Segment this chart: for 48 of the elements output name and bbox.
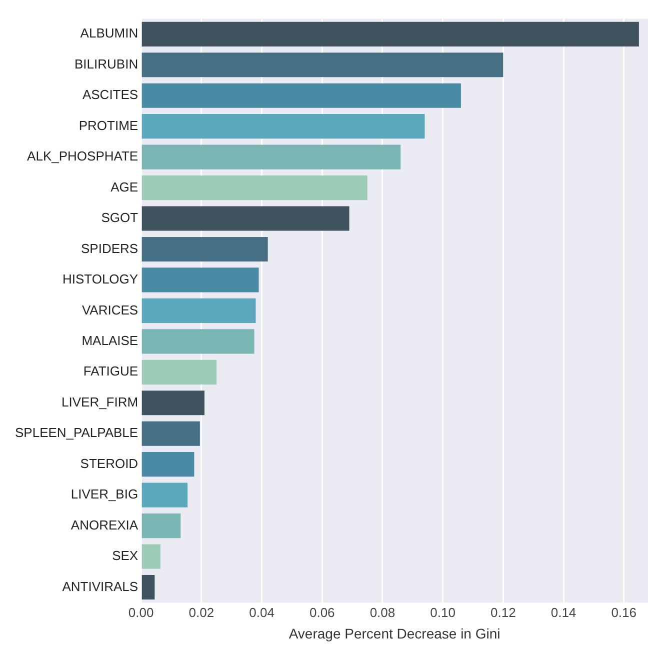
- bar: [142, 574, 155, 600]
- bar: [142, 298, 256, 323]
- x-tick-label: 0.14: [550, 604, 576, 620]
- bar: [142, 513, 181, 538]
- y-tick-label: ALBUMIN: [80, 26, 138, 41]
- y-tick-label: SPLEEN_PALPABLE: [14, 425, 138, 440]
- bar: [142, 114, 425, 139]
- bar: [142, 329, 254, 354]
- y-tick-label: ANOREXIA: [70, 517, 138, 532]
- bar: [142, 236, 268, 262]
- bar: [142, 421, 200, 446]
- bar: [142, 206, 350, 231]
- x-tick-label: 0.06: [309, 604, 335, 620]
- x-tick-label: 0.00: [128, 604, 154, 620]
- y-tick-label: MALAISE: [82, 333, 138, 348]
- bar: [142, 176, 368, 200]
- y-tick-label: PROTIME: [78, 118, 138, 133]
- y-tick-label: ASCITES: [82, 87, 138, 102]
- y-tick-label: SPIDERS: [81, 240, 138, 256]
- y-tick-label: AGE: [110, 179, 138, 194]
- y-tick-label: ANTIVIRALS: [62, 578, 138, 594]
- y-tick-label: SGOT: [101, 210, 138, 226]
- x-axis-title: Average Percent Decrease in Gini: [288, 625, 500, 642]
- y-tick-label: VARICES: [82, 302, 138, 318]
- bar: [142, 52, 504, 78]
- y-tick-label: FATIGUE: [83, 364, 138, 379]
- bar: [142, 544, 160, 569]
- bar: [142, 144, 401, 170]
- bar: [142, 268, 259, 292]
- y-tick-label: ALK_PHOSPHATE: [27, 148, 138, 164]
- bar: [142, 482, 188, 508]
- bar: [142, 22, 639, 46]
- y-tick-label: LIVER_BIG: [70, 486, 138, 502]
- y-tick-label: STEROID: [80, 456, 138, 471]
- y-tick-label: SEX: [112, 548, 138, 564]
- x-tick-label: 0.08: [370, 604, 396, 620]
- bar: [142, 83, 461, 108]
- y-tick-label: BILIRUBIN: [74, 56, 138, 72]
- bar: [142, 390, 204, 416]
- y-tick-label: LIVER_FIRM: [62, 394, 138, 410]
- bar: [142, 360, 217, 384]
- y-tick-label: HISTOLOGY: [62, 272, 138, 287]
- x-tick-label: 0.12: [490, 604, 516, 620]
- bar: [142, 452, 194, 477]
- x-tick-label: 0.02: [188, 604, 214, 620]
- x-tick-label: 0.04: [249, 604, 274, 620]
- x-tick-label: 0.10: [430, 604, 456, 620]
- x-tick-label: 0.16: [611, 604, 637, 620]
